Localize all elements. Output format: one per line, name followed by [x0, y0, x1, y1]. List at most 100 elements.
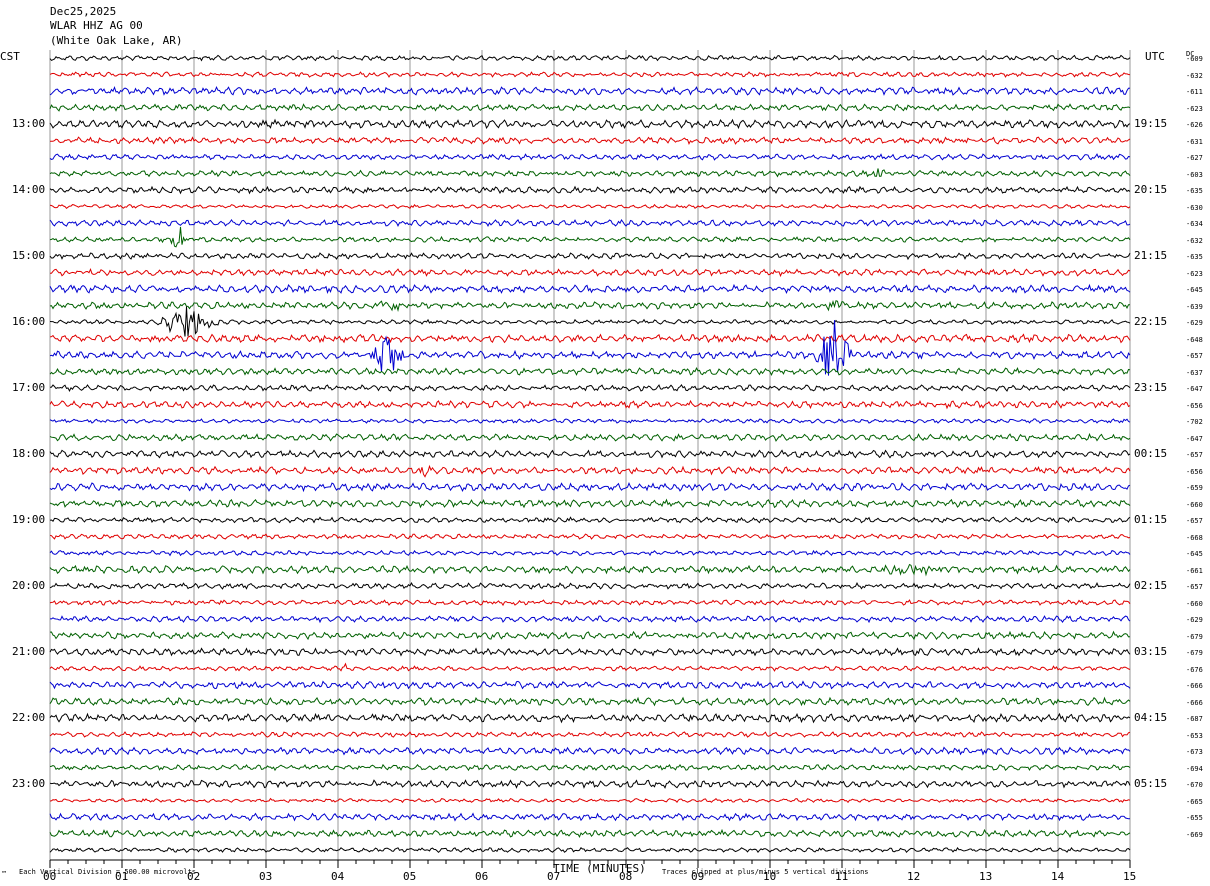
utc-hour-label: 05:15 — [1134, 777, 1168, 790]
trace-line-30 — [49, 549, 1131, 557]
trace-line-39 — [49, 696, 1131, 707]
x-tick-label: 07 — [547, 870, 561, 883]
dc-offset-value: -632 — [1186, 236, 1203, 245]
trace-line-38 — [49, 680, 1131, 690]
dc-offset-value: -679 — [1186, 649, 1203, 657]
dc-offset-value: -661 — [1186, 566, 1203, 575]
trace-line-31 — [49, 563, 1131, 577]
utc-hour-label: 21:15 — [1134, 249, 1168, 262]
cst-hour-label: 23:00 — [12, 777, 46, 790]
cst-hour-label: 15:00 — [12, 249, 46, 262]
trace-line-34 — [50, 615, 1131, 624]
station-location: (White Oak Lake, AR) — [50, 34, 183, 47]
station-code: WLAR HHZ AG 00 — [50, 19, 143, 32]
trace-line-25 — [49, 464, 1131, 478]
dc-offset-value: -657 — [1186, 517, 1203, 525]
dc-offset-value: -657 — [1186, 451, 1203, 459]
utc-hour-label: 01:15 — [1134, 513, 1168, 526]
cst-hour-label: 14:00 — [12, 183, 46, 196]
utc-hour-label: 22:15 — [1134, 315, 1168, 328]
dc-offset-value: -635 — [1186, 187, 1203, 195]
trace-line-28 — [49, 516, 1131, 524]
x-tick-label: 05 — [403, 870, 417, 883]
trace-line-45 — [49, 797, 1131, 804]
dc-offset-value: -656 — [1186, 401, 1203, 410]
dc-offset-value: -673 — [1186, 748, 1203, 756]
cst-hour-label: 17:00 — [12, 381, 46, 394]
trace-line-29 — [49, 533, 1131, 540]
trace-line-27 — [49, 498, 1131, 509]
dc-offset-value: -647 — [1186, 385, 1203, 393]
x-tick-label: 02 — [187, 870, 201, 883]
trace-line-43 — [49, 763, 1131, 772]
x-tick-label: 00 — [43, 870, 57, 883]
trace-line-2 — [49, 85, 1131, 96]
utc-hour-label: 23:15 — [1134, 381, 1168, 394]
trace-line-26 — [49, 481, 1131, 493]
dc-offset-value: -630 — [1186, 203, 1203, 212]
dc-offset-value: -656 — [1186, 467, 1203, 476]
trace-line-14 — [49, 283, 1131, 295]
x-tick-label: 08 — [619, 870, 633, 883]
trace-line-47 — [49, 828, 1131, 839]
x-tick-label: 11 — [835, 870, 849, 883]
dc-offset-value: -687 — [1186, 715, 1203, 723]
trace-line-41 — [49, 731, 1131, 738]
dc-offset-value: -623 — [1186, 104, 1203, 113]
seismic-traces — [49, 54, 1131, 854]
dc-offset-value: -666 — [1186, 698, 1203, 707]
utc-hour-label: 04:15 — [1134, 711, 1168, 724]
x-axis-ticks — [49, 859, 1131, 868]
dc-offset-value: -669 — [1186, 830, 1203, 839]
x-axis-title: TIME (MINUTES) — [553, 862, 646, 875]
trace-line-0 — [49, 54, 1131, 62]
dc-offset-value: -637 — [1186, 368, 1203, 377]
cst-hour-label: 21:00 — [12, 645, 46, 658]
trace-line-17 — [49, 333, 1131, 344]
helicorder-date: Dec25,2025 — [50, 5, 117, 18]
cst-timezone-label: CST — [0, 50, 20, 63]
trace-line-6 — [49, 153, 1131, 161]
dc-offset-value: -629 — [1186, 616, 1203, 624]
scale-note: Each Vertical Division = 500.00 microvol… — [19, 868, 197, 876]
dc-offset-value: -660 — [1186, 599, 1203, 608]
trace-line-48 — [49, 847, 1131, 854]
x-tick-label: 09 — [691, 870, 705, 883]
utc-hour-label: 19:15 — [1134, 117, 1168, 130]
dc-offset-value: -666 — [1186, 682, 1203, 690]
x-tick-label: 06 — [475, 870, 489, 883]
dc-offset-header: DC — [1186, 50, 1195, 58]
dc-offset-value: -660 — [1186, 500, 1203, 509]
trace-line-36 — [49, 647, 1131, 657]
trace-line-35 — [49, 630, 1131, 641]
dc-offset-value: -645 — [1186, 550, 1203, 558]
trace-line-13 — [50, 267, 1131, 278]
cst-hour-label: 22:00 — [12, 711, 46, 724]
trace-line-12 — [49, 252, 1131, 261]
dc-offset-value: -657 — [1186, 583, 1203, 591]
dc-offset-value: -631 — [1186, 137, 1203, 146]
dc-offset-value: -609 — [1186, 55, 1203, 63]
cst-hour-label: 16:00 — [12, 315, 46, 328]
x-tick-label: 01 — [115, 870, 129, 883]
corner-mark: ™ — [2, 870, 7, 878]
dc-offset-value: -648 — [1186, 335, 1203, 344]
trace-line-23 — [49, 432, 1131, 442]
trace-line-5 — [49, 136, 1131, 145]
trace-line-7 — [49, 168, 1131, 178]
dc-offset-value: -657 — [1186, 352, 1203, 360]
dc-offset-value: -665 — [1186, 797, 1203, 806]
dc-offset-value: -653 — [1186, 731, 1203, 740]
cst-hour-label: 18:00 — [12, 447, 46, 460]
dc-offset-value: -668 — [1186, 533, 1203, 542]
dc-offset-value: -639 — [1186, 302, 1203, 311]
dc-offset-value: -627 — [1186, 154, 1203, 162]
utc-hour-label: 02:15 — [1134, 579, 1168, 592]
dc-offset-value: -645 — [1186, 286, 1203, 294]
trace-line-15 — [49, 300, 1130, 312]
trace-line-33 — [49, 599, 1131, 607]
trace-line-42 — [49, 746, 1131, 756]
trace-line-40 — [49, 712, 1131, 724]
dc-offset-value: -670 — [1186, 781, 1203, 789]
